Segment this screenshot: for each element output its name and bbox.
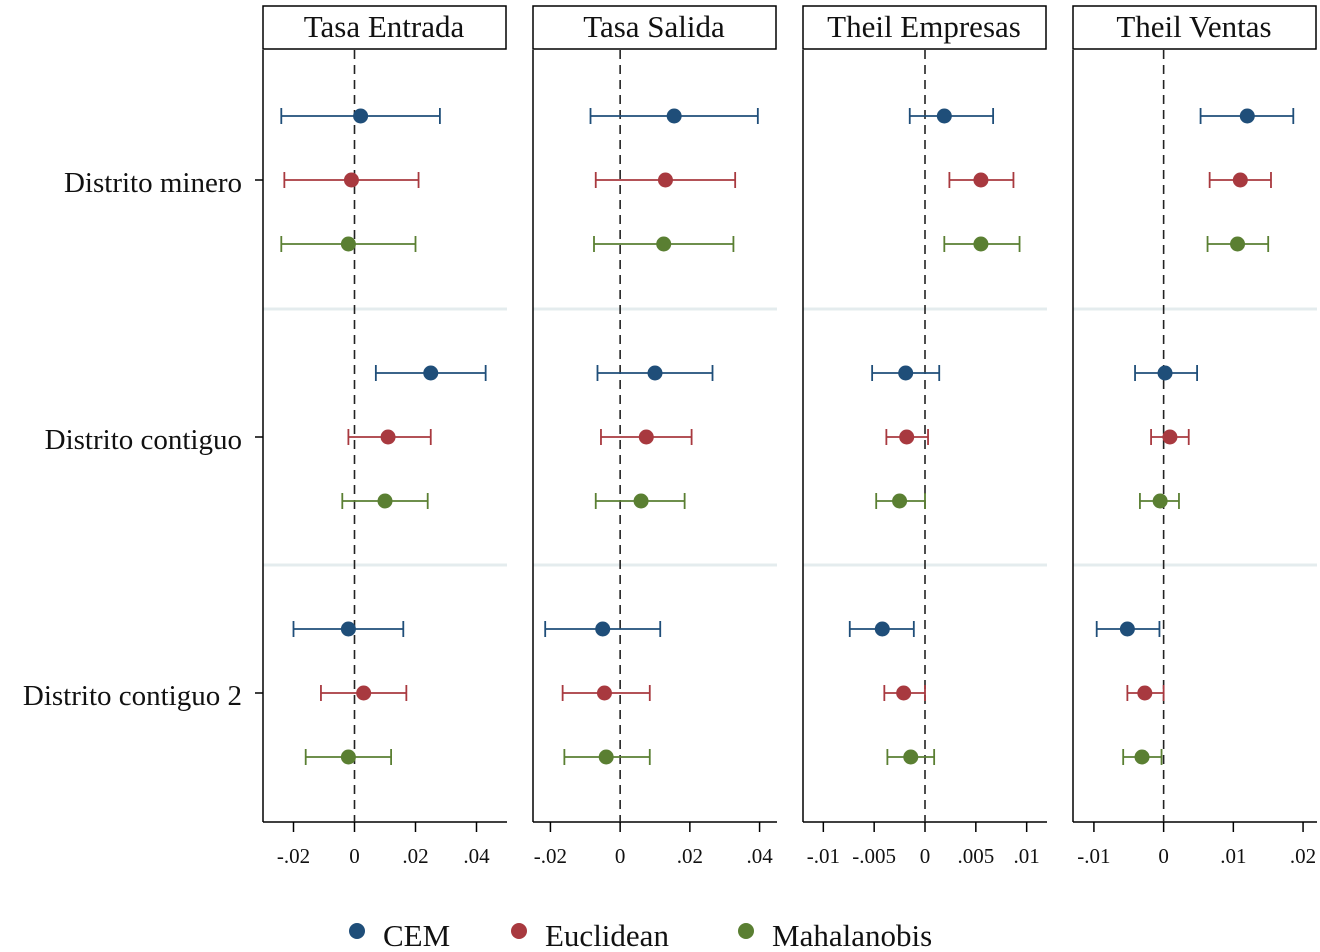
point-tasa-salida-distrito-contiguo-2-euclidean	[596, 685, 612, 701]
x-tick-label-theil-empresas-2: 0	[920, 844, 931, 868]
point-tasa-entrada-distrito-contiguo-mahalanobis	[377, 493, 393, 509]
x-tick-label-theil-empresas-3: .005	[957, 844, 994, 868]
x-tick-label-theil-ventas-2: .01	[1220, 844, 1246, 868]
svg-text:Tasa Entrada: Tasa Entrada	[304, 9, 465, 44]
legend-marker-mahalanobis	[738, 923, 754, 939]
point-theil-ventas-distrito-minero-euclidean	[1232, 172, 1248, 188]
point-theil-empresas-distrito-minero-mahalanobis	[973, 236, 989, 252]
panel-tasa-entrada: -.02 0 .02 .04	[255, 50, 507, 868]
point-theil-ventas-distrito-contiguo-cem	[1157, 365, 1173, 381]
point-tasa-salida-distrito-minero-mahalanobis	[656, 236, 672, 252]
point-theil-empresas-distrito-minero-euclidean	[973, 172, 989, 188]
point-theil-empresas-distrito-contiguo-mahalanobis	[892, 493, 908, 509]
point-theil-ventas-distrito-contiguo-2-euclidean	[1137, 685, 1153, 701]
row-label-distrito-contiguo-2: Distrito contiguo 2	[23, 680, 242, 712]
panels: -.02 0.02.04 -.02 0.02.04 -.01 -.005 0.005.01-…	[255, 50, 1317, 868]
row-label-distrito-minero: Distrito minero	[64, 167, 242, 199]
point-theil-ventas-distrito-contiguo-mahalanobis	[1152, 493, 1168, 509]
x-tick-label-tasa-entrada-2: .02	[402, 844, 428, 868]
svg-text:Theil Empresas: Theil Empresas	[827, 9, 1021, 44]
x-tick-label-tasa-salida-1: 0	[615, 844, 626, 868]
x-tick-label-tasa-salida-3: .04	[746, 844, 773, 868]
point-theil-empresas-distrito-contiguo-2-euclidean	[896, 685, 912, 701]
point-tasa-entrada-distrito-contiguo-2-cem	[340, 621, 356, 637]
point-theil-empresas-distrito-contiguo-cem	[898, 365, 914, 381]
point-theil-empresas-distrito-contiguo-2-mahalanobis	[903, 749, 919, 765]
panel-title-theil-ventas: Theil Ventas	[1072, 5, 1317, 50]
panel-title-theil-empresas: Theil Empresas	[802, 5, 1047, 50]
x-tick-label-tasa-entrada-3: .04	[463, 844, 490, 868]
point-tasa-salida-distrito-contiguo-euclidean	[638, 429, 654, 445]
point-tasa-salida-distrito-contiguo-mahalanobis	[633, 493, 649, 509]
svg-text:Tasa Salida: Tasa Salida	[583, 9, 725, 44]
point-tasa-salida-distrito-minero-cem	[666, 108, 682, 124]
x-tick-label-tasa-entrada-1: 0	[349, 844, 360, 868]
panel-tasa-salida: -.02 0 .02 .04	[532, 50, 777, 868]
svg-text:Theil Ventas: Theil Ventas	[1116, 9, 1271, 44]
point-tasa-salida-distrito-contiguo-2-mahalanobis	[598, 749, 614, 765]
x-tick-label-theil-empresas-4: .01	[1014, 844, 1040, 868]
point-tasa-entrada-distrito-minero-mahalanobis	[340, 236, 356, 252]
x-tick-label-theil-ventas-1: 0	[1158, 844, 1169, 868]
legend: CEM Euclidean Mahalanobis	[349, 918, 932, 952]
x-tick-label-theil-empresas-0: -.01	[807, 844, 840, 868]
legend-marker-cem	[349, 923, 365, 939]
point-theil-ventas-distrito-minero-mahalanobis	[1230, 236, 1246, 252]
x-tick-label-tasa-entrada-0: -.02	[277, 844, 310, 868]
legend-marker-euclidean	[511, 923, 527, 939]
point-tasa-salida-distrito-minero-euclidean	[657, 172, 673, 188]
x-tick-label-theil-ventas-3: .02	[1290, 844, 1316, 868]
point-theil-ventas-distrito-contiguo-2-cem	[1119, 621, 1135, 637]
row-label-distrito-contiguo: Distrito contiguo	[45, 424, 242, 456]
panel-title-tasa-salida: Tasa Salida	[532, 5, 777, 50]
x-tick-label-tasa-salida-2: .02	[677, 844, 703, 868]
point-tasa-entrada-distrito-contiguo-2-mahalanobis	[340, 749, 356, 765]
x-tick-label-theil-ventas-0: -.01	[1077, 844, 1110, 868]
panel-title-tasa-entrada: Tasa Entrada	[262, 5, 507, 50]
point-theil-empresas-distrito-minero-cem	[936, 108, 952, 124]
point-theil-ventas-distrito-contiguo-2-mahalanobis	[1134, 749, 1150, 765]
legend-label-mahalanobis: Mahalanobis	[772, 918, 932, 952]
panel-theil-empresas: -.01 -.005 0 .005 .01	[802, 50, 1047, 868]
point-tasa-entrada-distrito-contiguo-cem	[423, 365, 439, 381]
point-tasa-salida-distrito-contiguo-cem	[647, 365, 663, 381]
panel-theil-ventas: -.01 0 .01 .02	[1072, 50, 1317, 868]
point-theil-ventas-distrito-contiguo-euclidean	[1162, 429, 1178, 445]
point-theil-empresas-distrito-contiguo-euclidean	[899, 429, 915, 445]
point-tasa-entrada-distrito-minero-cem	[353, 108, 369, 124]
point-tasa-salida-distrito-contiguo-2-cem	[595, 621, 611, 637]
point-tasa-entrada-distrito-contiguo-2-euclidean	[356, 685, 372, 701]
legend-label-cem: CEM	[383, 918, 450, 952]
point-theil-empresas-distrito-contiguo-2-cem	[874, 621, 890, 637]
point-theil-ventas-distrito-minero-cem	[1239, 108, 1255, 124]
point-tasa-entrada-distrito-contiguo-euclidean	[380, 429, 396, 445]
point-tasa-entrada-distrito-minero-euclidean	[343, 172, 359, 188]
x-tick-label-tasa-salida-0: -.02	[534, 844, 567, 868]
legend-label-euclidean: Euclidean	[545, 918, 669, 952]
x-tick-label-theil-empresas-1: -.005	[852, 844, 896, 868]
